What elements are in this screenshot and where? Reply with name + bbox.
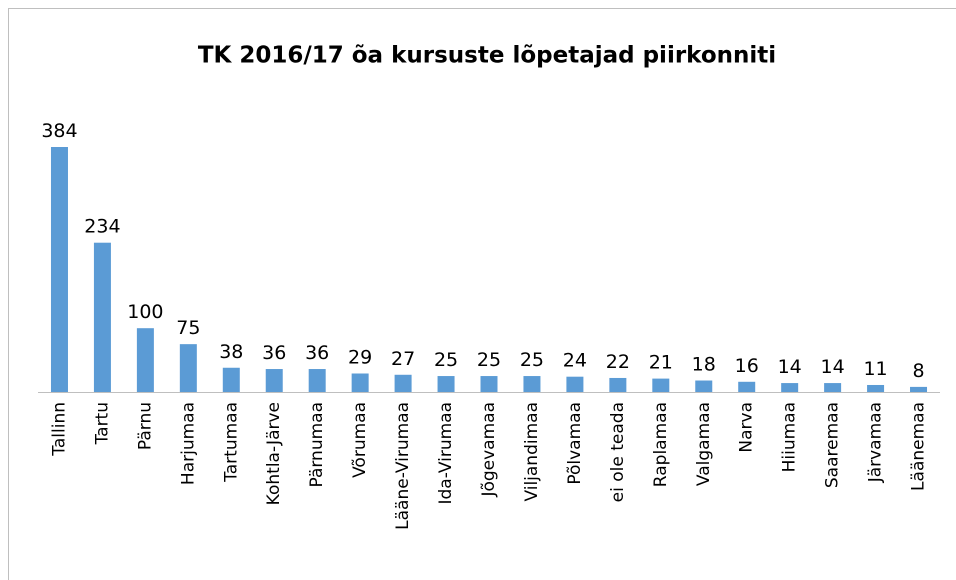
bar [480, 376, 498, 392]
x-tick-label: Pärnu [135, 402, 155, 450]
x-tick-label: Tartumaa [221, 402, 241, 483]
value-label: 25 [434, 349, 458, 371]
x-tick-label: ei ole teada [608, 402, 628, 502]
value-label: 38 [219, 341, 243, 363]
bar [179, 344, 197, 392]
bar [265, 369, 283, 392]
x-tick-label: Läänemaa [909, 402, 929, 491]
bar [910, 386, 928, 392]
value-label: 24 [563, 350, 587, 372]
x-tick-label: Ida-Virumaa [436, 402, 456, 505]
value-label: 21 [649, 352, 673, 374]
value-label: 36 [262, 342, 286, 364]
bar [523, 376, 541, 392]
value-label: 27 [391, 348, 415, 370]
x-tick-label: Jõgevamaa [479, 402, 499, 498]
x-tick-label: Tallinn [49, 402, 69, 457]
bar [394, 374, 412, 392]
value-label: 25 [477, 349, 501, 371]
value-label: 14 [778, 356, 802, 378]
x-tick-label: Viljandimaa [522, 402, 542, 502]
value-label: 8 [912, 360, 924, 382]
x-tick-label: Raplamaa [651, 402, 671, 487]
value-label: 11 [863, 358, 887, 380]
value-label: 100 [127, 301, 163, 323]
bar [781, 383, 799, 392]
value-label: 234 [84, 216, 120, 238]
value-label: 29 [348, 346, 372, 368]
value-label: 384 [41, 120, 77, 142]
x-tick-label: Tartu [92, 402, 112, 445]
value-label: 18 [692, 354, 716, 376]
value-label: 22 [606, 351, 630, 373]
value-label: 36 [305, 342, 329, 364]
x-tick-label: Harjumaa [178, 402, 198, 485]
bar [566, 376, 584, 392]
chart-title: TK 2016/17 õa kursuste lõpetajad piirkon… [198, 43, 776, 69]
x-tick-label: Pärnumaa [307, 402, 327, 488]
value-label: 16 [735, 355, 759, 377]
x-tick-label: Hiiumaa [780, 402, 800, 472]
bar [609, 377, 627, 392]
x-tick-label: Narva [737, 402, 757, 453]
x-tick-label: Valgamaa [694, 402, 714, 486]
bar [351, 373, 369, 392]
bar [867, 384, 885, 392]
bar [222, 367, 240, 392]
x-tick-label: Lääne-Virumaa [393, 402, 413, 530]
value-label: 25 [520, 349, 544, 371]
bar [308, 369, 326, 392]
bar [695, 380, 713, 392]
bar [738, 381, 756, 392]
x-tick-label: Võrumaa [350, 402, 370, 478]
bar [652, 378, 670, 392]
bar [136, 328, 154, 392]
x-tick-label: Kohtla-Järve [264, 402, 284, 505]
chart-frame [8, 8, 956, 580]
value-label: 75 [176, 317, 200, 339]
x-tick-label: Põlvamaa [565, 402, 585, 485]
x-tick-label: Saaremaa [823, 402, 843, 488]
bar [824, 383, 842, 392]
bar [50, 147, 68, 392]
bar [437, 376, 455, 392]
x-tick-label: Järvamaa [866, 402, 886, 483]
bar [93, 242, 111, 392]
value-label: 14 [821, 356, 845, 378]
